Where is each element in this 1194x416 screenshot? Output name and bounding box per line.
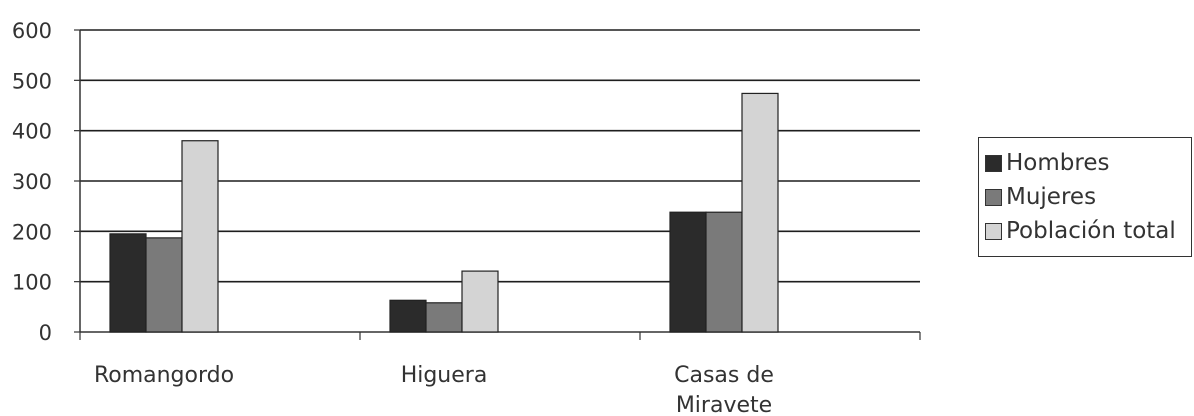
gridlines: [80, 29, 920, 283]
x-tick-label-line: Higuera: [401, 363, 488, 388]
x-tick-label-2: Casas de Miravete: [674, 363, 774, 416]
legend: Hombres Mujeres Población total: [978, 137, 1192, 257]
y-tick-label-0: 0: [39, 321, 52, 345]
y-tick-label-200: 200: [12, 220, 52, 244]
bar-mujeres-1: [425, 302, 463, 333]
legend-swatch-mujeres: [985, 188, 1002, 206]
legend-label-mujeres: Mujeres: [1006, 184, 1097, 210]
legend-swatch-poblacion-total: [985, 222, 1002, 240]
legend-item-poblacion-total: Población total: [985, 214, 1185, 248]
legend-label-poblacion-total: Población total: [1006, 218, 1176, 244]
legend-item-mujeres: Mujeres: [985, 180, 1185, 214]
y-tick-label-500: 500: [12, 69, 52, 93]
bar-poblaci-n-total-1: [461, 270, 499, 333]
y-tick-label-400: 400: [12, 120, 52, 144]
bar-hombres-2: [669, 211, 707, 333]
bar-mujeres-2: [705, 211, 743, 333]
y-tick-label-300: 300: [12, 170, 52, 194]
bar-hombres-0: [109, 233, 147, 333]
x-tick-label-1: Higuera: [401, 363, 488, 388]
x-tick-label-0: Romangordo: [94, 363, 234, 388]
bar-mujeres-0: [145, 237, 183, 333]
bar-poblaci-n-total-0: [181, 140, 219, 333]
x-tick-label-line: Romangordo: [94, 363, 234, 388]
bar-hombres-1: [389, 299, 427, 333]
x-tick-label-line: Casas de: [674, 363, 774, 388]
axis-labels: 0 100 200 300 400 500 600 Romangordo Higuera Casa…: [12, 19, 774, 416]
y-tick-label-600: 600: [12, 19, 52, 43]
axes: [74, 29, 921, 340]
legend-item-hombres: Hombres: [985, 146, 1185, 180]
legend-label-hombres: Hombres: [1006, 150, 1110, 176]
legend-swatch-hombres: [985, 154, 1002, 172]
bar-poblaci-n-total-2: [741, 92, 779, 333]
bars: [109, 92, 779, 333]
y-tick-label-100: 100: [12, 271, 52, 295]
x-tick-label-line: Miravete: [676, 393, 772, 416]
